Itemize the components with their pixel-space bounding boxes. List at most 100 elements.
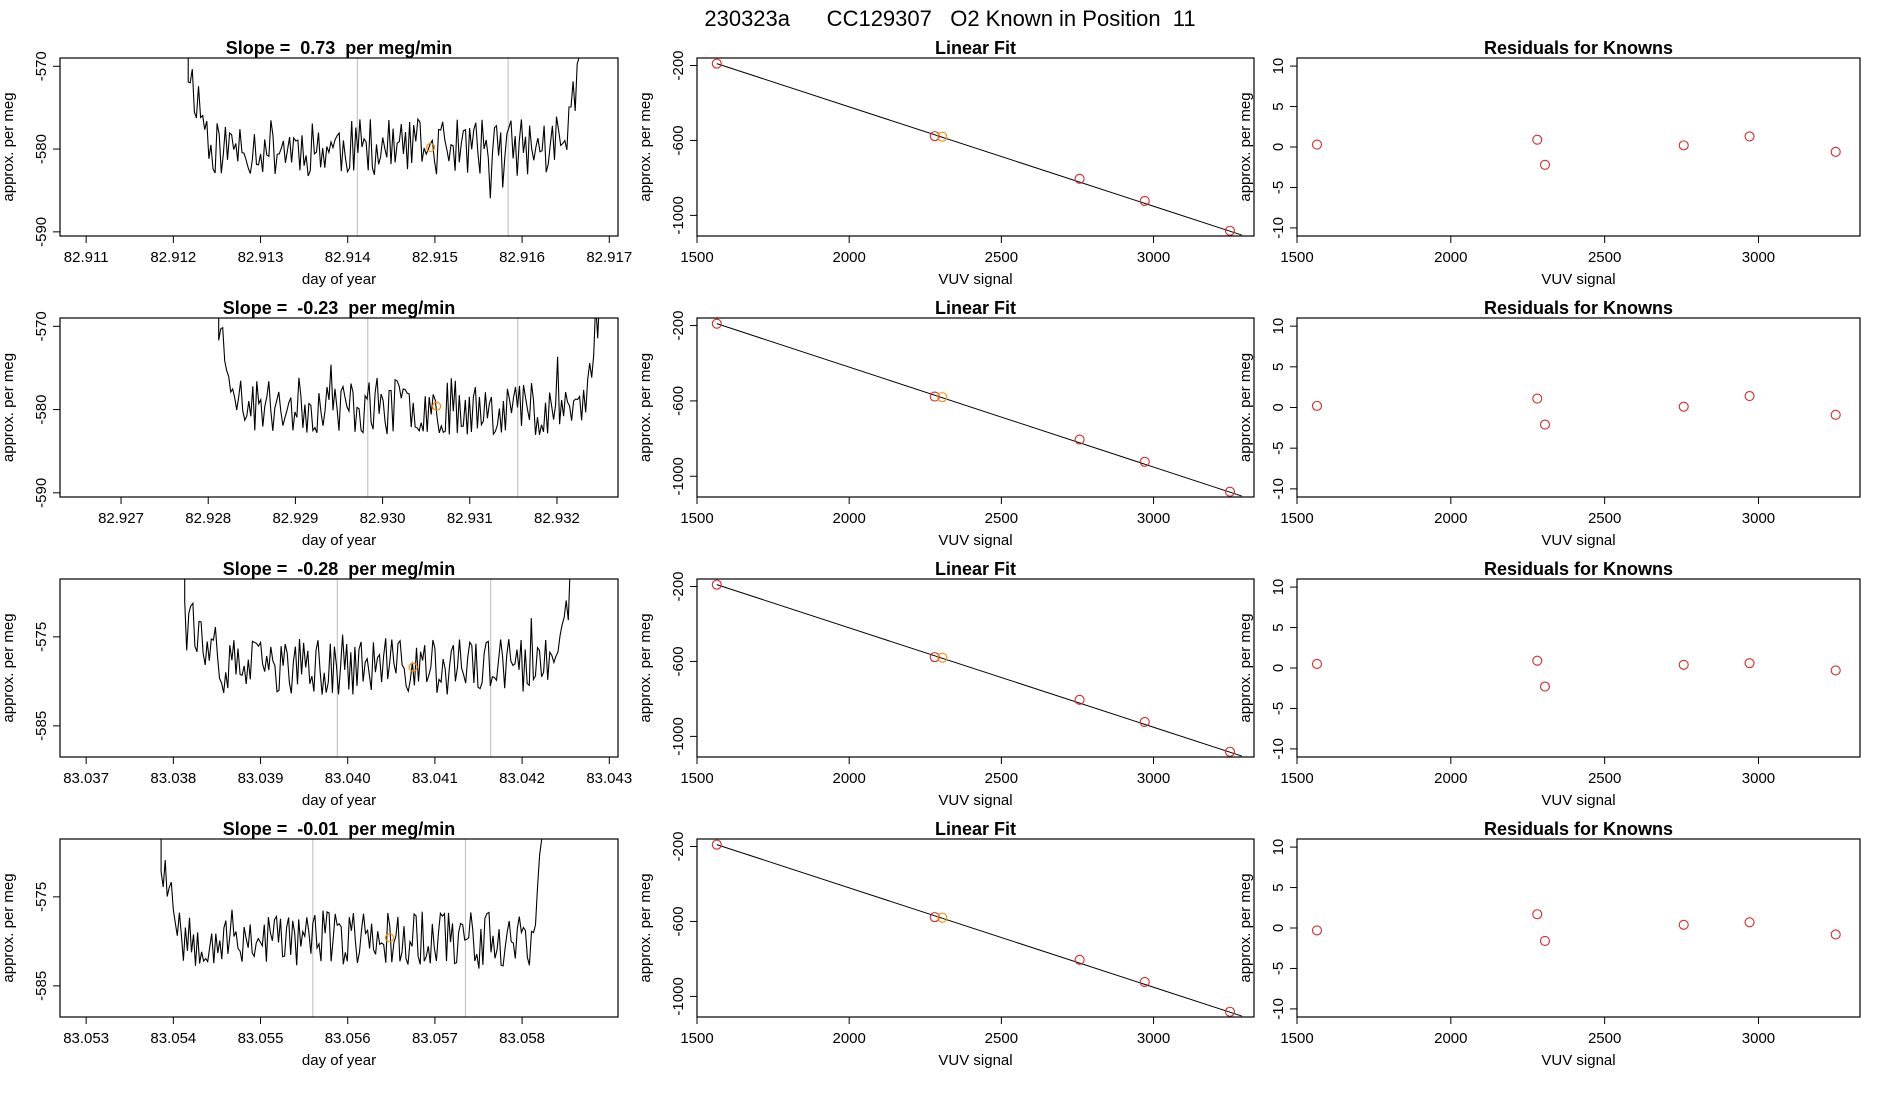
y-tick-label: -585 <box>33 971 50 1001</box>
chart-title: Slope = -0.01 per meg/min <box>223 819 456 839</box>
x-tick-label: 82.911 <box>64 249 109 266</box>
x-axis-label: VUV signal <box>1541 792 1615 809</box>
plot-frame <box>696 57 1255 237</box>
highlight-point <box>937 912 948 923</box>
data-point <box>1744 658 1755 669</box>
x-tick-label: 82.932 <box>534 510 580 527</box>
x-axis-label: day of year <box>302 792 376 809</box>
x-tick-label: 83.041 <box>412 770 458 787</box>
y-axis-label: approx. per meg <box>1237 873 1254 982</box>
x-tick-label: 82.914 <box>325 249 371 266</box>
x-tick-label: 2000 <box>832 1030 865 1047</box>
data-point <box>1678 401 1689 412</box>
y-tick-label: 0 <box>1270 924 1287 932</box>
data-point <box>1139 716 1150 728</box>
y-tick-label: 0 <box>1270 664 1287 672</box>
y-axis-label: approx. per meg <box>637 353 654 462</box>
y-tick-label: -575 <box>33 622 50 652</box>
data-point <box>1074 434 1085 445</box>
panel-0-0: Slope = 0.73 per meg/min day of year appro… <box>0 38 632 288</box>
data-point <box>711 58 722 69</box>
y-axis-label: approx. per meg <box>1237 353 1254 462</box>
fit-line <box>716 323 1242 497</box>
x-axis-label: VUV signal <box>938 271 1012 288</box>
x-tick-label: 2500 <box>1588 770 1621 787</box>
panel-0-2: Residuals for Knowns VUV signal approx. pe… <box>1237 38 1861 288</box>
y-tick-label: 10 <box>1270 839 1287 856</box>
data-point <box>1539 681 1551 692</box>
page-title: 230323a CC129307 O2 Known in Position 11 <box>704 6 1195 31</box>
y-tick-label: -600 <box>670 386 687 416</box>
fit-line <box>716 584 1242 757</box>
y-tick-label: -5 <box>1270 181 1287 194</box>
x-tick-label: 3000 <box>1137 1030 1170 1047</box>
plot-area <box>1311 391 1841 430</box>
plot-frame <box>696 317 1255 498</box>
x-tick-label: 83.056 <box>325 1030 371 1047</box>
x-tick-label: 82.930 <box>360 510 406 527</box>
fit-line <box>716 63 1242 236</box>
y-axis-label: approx. per meg <box>0 873 17 982</box>
data-point <box>1074 954 1085 965</box>
plot-area <box>160 839 543 1017</box>
y-tick-label: -200 <box>670 311 687 341</box>
y-axis-label: approx. per meg <box>637 613 654 722</box>
chart-title: Residuals for Knowns <box>1484 819 1673 839</box>
x-tick-label: 83.057 <box>412 1030 458 1047</box>
highlight-point <box>432 401 442 411</box>
x-tick-label: 2500 <box>985 510 1018 527</box>
data-point <box>1532 393 1543 404</box>
x-tick-label: 82.915 <box>412 249 458 266</box>
y-tick-label: 10 <box>1270 579 1287 596</box>
y-tick-label: 5 <box>1270 623 1287 631</box>
x-tick-label: 3000 <box>1742 510 1775 527</box>
x-axis-label: VUV signal <box>938 532 1012 549</box>
plot-frame <box>59 57 619 237</box>
x-tick-label: 2000 <box>1434 249 1467 266</box>
y-axis-label: approx. per meg <box>0 92 17 201</box>
plot-area <box>1311 655 1841 692</box>
x-tick-label: 82.917 <box>586 249 632 266</box>
panel-3-2: Residuals for Knowns VUV signal approx. pe… <box>1237 819 1861 1069</box>
data-point <box>1224 225 1236 236</box>
x-tick-label: 2000 <box>832 770 865 787</box>
data-point <box>1311 658 1323 670</box>
x-tick-label: 2500 <box>1588 510 1621 527</box>
x-tick-label: 3000 <box>1137 770 1170 787</box>
panel-1-1: Linear Fit VUV signal approx. per meg 1500 2… <box>637 298 1255 549</box>
highlight-point <box>408 662 418 672</box>
y-axis-label: approx. per meg <box>637 92 654 201</box>
data-point <box>1224 746 1236 757</box>
y-tick-label: -200 <box>670 571 687 601</box>
plot-frame <box>696 838 1255 1018</box>
highlight-point <box>425 142 436 153</box>
x-axis-label: VUV signal <box>1541 271 1615 288</box>
y-tick-label: -570 <box>33 51 50 81</box>
data-point <box>1830 409 1841 420</box>
x-tick-label: 83.043 <box>586 770 632 787</box>
x-tick-label: 3000 <box>1742 1030 1775 1047</box>
panel-2-1: Linear Fit VUV signal approx. per meg 1500 2… <box>637 559 1255 809</box>
x-tick-label: 83.038 <box>150 770 196 787</box>
x-tick-label: 83.037 <box>63 770 109 787</box>
x-axis-label: VUV signal <box>1541 532 1615 549</box>
data-point <box>1311 400 1323 411</box>
x-tick-label: 3000 <box>1742 249 1775 266</box>
x-tick-label: 3000 <box>1137 510 1170 527</box>
y-axis-label: approx. per meg <box>1237 92 1254 201</box>
y-tick-label: 10 <box>1270 58 1287 75</box>
highlight-point <box>937 131 948 142</box>
x-axis-label: day of year <box>302 1052 376 1069</box>
data-point <box>1539 935 1551 946</box>
y-tick-label: -580 <box>33 134 50 164</box>
data-point <box>1678 659 1689 670</box>
x-tick-label: 1500 <box>680 770 713 787</box>
y-tick-label: -10 <box>1270 478 1287 500</box>
data-point <box>1539 419 1551 430</box>
plot-frame <box>59 578 619 758</box>
data-point <box>1744 391 1755 402</box>
data-point <box>1224 1006 1236 1017</box>
y-tick-label: -600 <box>670 906 687 936</box>
data-point <box>1830 929 1841 940</box>
plot-area <box>711 839 1242 1017</box>
